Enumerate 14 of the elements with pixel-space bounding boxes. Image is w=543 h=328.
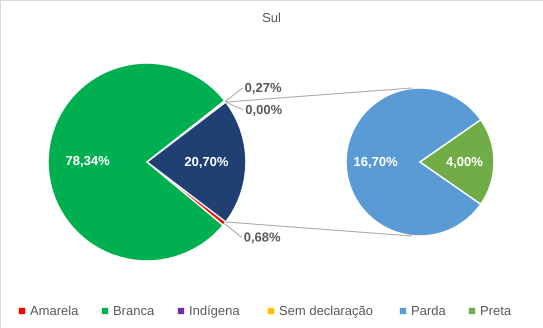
data-label: 0,27% bbox=[244, 80, 282, 95]
legend-label: Indígena bbox=[189, 303, 240, 318]
legend-label: Amarela bbox=[30, 303, 80, 318]
legend-label: Preta bbox=[480, 303, 512, 318]
data-label: 20,70% bbox=[184, 154, 229, 169]
data-label: 4,00% bbox=[446, 154, 484, 169]
text: 0,00% bbox=[245, 102, 282, 117]
legend-label: Sem declaração bbox=[279, 303, 373, 318]
data-label: 16,70% bbox=[354, 154, 398, 169]
chart-title: Sul bbox=[262, 10, 281, 25]
data-label: 0,68% bbox=[244, 229, 282, 244]
legend-label: Branca bbox=[113, 303, 155, 318]
legend-label: Parda bbox=[411, 303, 446, 318]
data-label: 78,34% bbox=[66, 153, 110, 168]
